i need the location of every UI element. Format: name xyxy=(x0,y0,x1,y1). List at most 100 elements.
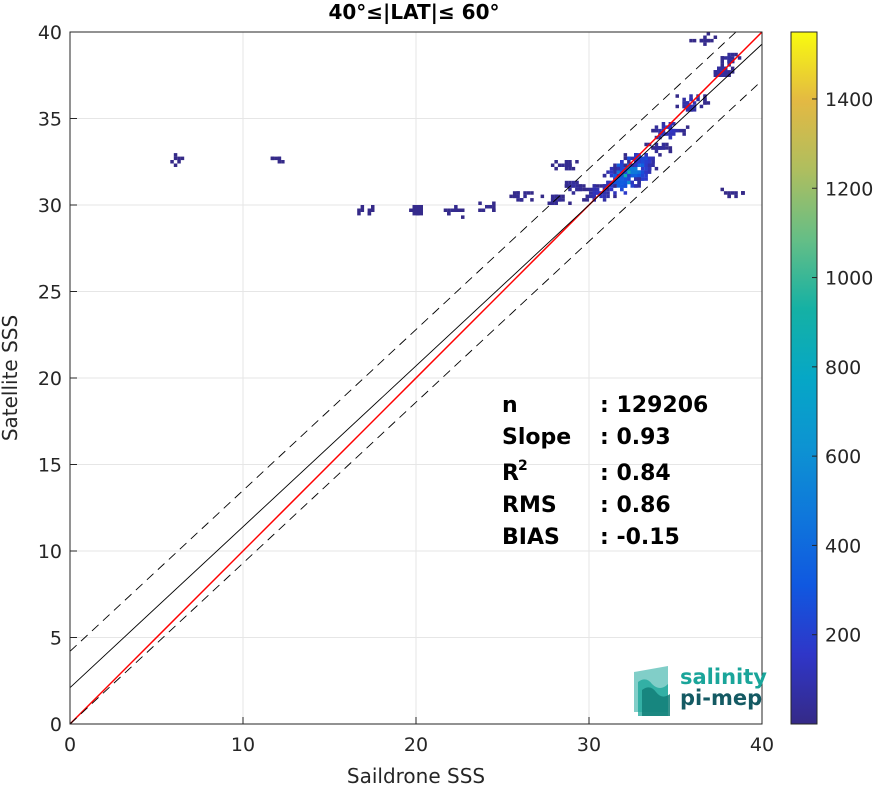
heatmap-cell xyxy=(644,170,648,174)
heatmap-cell xyxy=(644,163,648,167)
heatmap-cell xyxy=(409,208,413,212)
heatmap-cell xyxy=(599,194,603,199)
heatmap-cell xyxy=(481,208,486,212)
heatmap-cell xyxy=(554,160,558,164)
heatmap-cell xyxy=(637,184,641,188)
heatmap-cell xyxy=(682,132,686,136)
heatmap-cell xyxy=(654,142,659,147)
heatmap-cell xyxy=(644,156,648,161)
heatmap-cell xyxy=(547,201,551,205)
heatmap-cell xyxy=(623,180,628,185)
heatmap-cell xyxy=(568,166,572,171)
heatmap-cell xyxy=(630,156,634,161)
heatmap-cell xyxy=(647,156,652,161)
heatmap-cell xyxy=(672,128,676,133)
heatmap-cell xyxy=(595,184,600,188)
heatmap-cell xyxy=(613,184,617,188)
heatmap-cell xyxy=(530,198,534,202)
y-axis: 0 5 10 15 20 25 30 35 40 xyxy=(38,22,77,736)
heatmap-cell xyxy=(602,184,607,188)
heatmap-cell xyxy=(637,177,641,181)
heatmap-cells xyxy=(170,32,745,219)
heatmap-cell xyxy=(523,191,527,195)
heatmap-cell xyxy=(478,201,482,205)
heatmap-cell xyxy=(443,208,448,212)
heatmap-cell xyxy=(654,149,659,154)
heatmap-cell xyxy=(634,166,638,171)
heatmap-cell xyxy=(630,173,634,178)
heatmap-cell xyxy=(727,56,731,60)
heatmap-cell xyxy=(620,163,624,167)
heatmap-cell xyxy=(672,122,676,126)
heatmap-cell xyxy=(640,177,645,181)
heatmap-cell xyxy=(627,177,631,181)
heatmap-cell xyxy=(613,173,617,178)
heatmap-cell xyxy=(640,166,645,171)
heatmap-cell xyxy=(647,160,652,164)
heatmap-cell xyxy=(668,135,673,140)
y-tick-label: 25 xyxy=(38,282,62,304)
heatmap-cell xyxy=(554,194,558,199)
heatmap-cell xyxy=(564,166,569,171)
heatmap-cell xyxy=(720,63,724,67)
line-lower-bound xyxy=(69,80,763,725)
heatmap-cell xyxy=(637,160,641,164)
y-tick-label: 30 xyxy=(38,195,62,217)
heatmap-cell xyxy=(672,132,676,136)
stat-label: R xyxy=(502,461,519,486)
colorbar-tick-label: 600 xyxy=(825,446,861,468)
heatmap-cell xyxy=(616,177,621,181)
y-tick-label: 0 xyxy=(50,714,62,736)
heatmap-cell xyxy=(589,191,593,195)
heatmap-cell xyxy=(682,101,686,105)
heatmap-cell xyxy=(620,166,624,171)
heatmap-cell xyxy=(360,205,365,209)
heatmap-cell xyxy=(658,128,662,133)
heatmap-cell xyxy=(727,70,731,74)
heatmap-cell xyxy=(720,187,724,192)
heatmap-cell xyxy=(447,211,451,216)
colorbar-tick-label: 1400 xyxy=(825,89,873,111)
heatmap-cell xyxy=(609,166,614,171)
heatmap-cell xyxy=(623,163,628,167)
heatmap-cell xyxy=(640,156,645,161)
heatmap-cell xyxy=(627,170,631,174)
heatmap-cell xyxy=(509,194,513,199)
heatmap-cell xyxy=(557,163,562,167)
heatmap-cell xyxy=(419,211,423,216)
colorbar-tick-label: 800 xyxy=(825,357,861,379)
heatmap-cell xyxy=(412,208,416,212)
heatmap-cell xyxy=(447,208,451,212)
heatmap-cell xyxy=(571,180,576,185)
y-tick-label: 35 xyxy=(38,109,62,131)
heatmap-cell xyxy=(689,104,693,109)
heatmap-cell xyxy=(554,198,558,202)
heatmap-cell xyxy=(620,184,624,188)
heatmap-cell xyxy=(668,146,673,150)
heatmap-cell xyxy=(616,180,621,185)
heatmap-cell xyxy=(582,184,586,188)
heatmap-cell xyxy=(644,177,648,181)
heatmap-cell xyxy=(730,56,735,60)
heatmap-cell xyxy=(689,97,693,102)
heatmap-cell xyxy=(281,160,285,164)
heatmap-cell xyxy=(640,173,645,178)
heatmap-cell xyxy=(703,42,707,46)
heatmap-cell xyxy=(651,146,655,150)
heatmap-cell xyxy=(568,201,572,205)
heatmap-cell xyxy=(647,166,652,171)
line-regression xyxy=(69,43,763,688)
heatmap-cell xyxy=(620,173,624,178)
heatmap-cell xyxy=(177,156,181,161)
heatmap-cell xyxy=(602,191,607,195)
x-tick-label: 10 xyxy=(231,734,255,756)
heatmap-cell xyxy=(589,187,593,192)
heatmap-cell xyxy=(357,208,361,212)
heatmap-cell xyxy=(651,163,655,167)
heatmap-cell xyxy=(644,173,648,178)
heatmap-cell xyxy=(730,52,735,57)
heatmap-cell xyxy=(634,173,638,178)
heatmap-cell xyxy=(516,198,520,202)
x-tick-label: 30 xyxy=(577,734,601,756)
heatmap-cell xyxy=(627,160,631,164)
